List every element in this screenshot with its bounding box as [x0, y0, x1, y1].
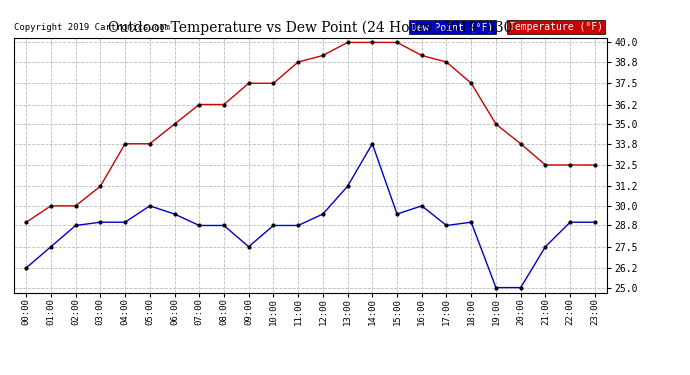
Text: Temperature (°F): Temperature (°F) [509, 22, 603, 32]
Text: Dew Point (°F): Dew Point (°F) [411, 22, 493, 32]
Title: Outdoor Temperature vs Dew Point (24 Hours) 20191030: Outdoor Temperature vs Dew Point (24 Hou… [108, 21, 513, 35]
Text: Copyright 2019 Cartronics.com: Copyright 2019 Cartronics.com [14, 23, 170, 32]
